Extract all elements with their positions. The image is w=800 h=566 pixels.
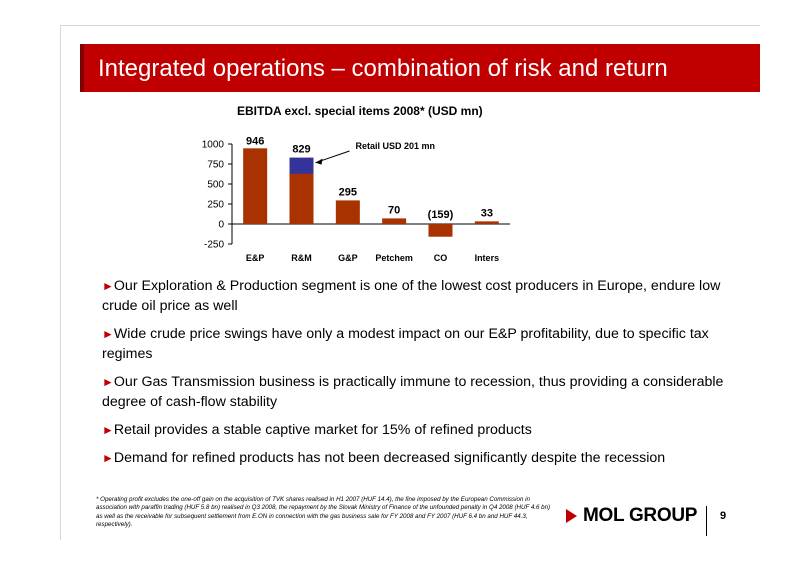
ebitda-bar-chart: 1000 750 500 250 0 -250 946 829 295 70 (159) 33 E&… [202,135,510,263]
data-label: 295 [339,186,357,198]
frame-top-line [60,25,760,26]
footnote: * Operating profit excludes the one-off … [96,496,551,529]
bullet-item: ►Our Exploration & Production segment is… [102,276,732,316]
slide-title: Integrated operations – combination of r… [98,55,668,82]
y-tick-label: 0 [218,220,224,231]
x-category-label: Inters [475,253,500,263]
bullet-arrow-icon: ► [102,423,114,437]
bar-retail-segment [289,157,314,174]
data-label: 33 [481,207,493,219]
bullet-list: ►Our Exploration & Production segment is… [102,276,732,476]
title-bar [80,44,760,92]
bullet-arrow-icon: ► [102,327,114,341]
bullet-item: ►Our Gas Transmission business is practi… [102,372,732,412]
data-label: (159) [428,209,454,221]
bullet-arrow-icon: ► [102,375,114,389]
mol-group-logo: MOL GROUP [566,505,697,527]
frame-left-line [60,25,61,540]
logo-text: MOL GROUP [583,505,698,526]
bullet-text: Our Exploration & Production segment is … [102,278,721,314]
title-accent [80,44,84,92]
bullet-item: ►Retail provides a stable captive market… [102,420,732,440]
bullet-text: Our Gas Transmission business is practic… [102,374,724,410]
bullet-text: Wide crude price swings have only a mode… [102,326,709,362]
bullet-arrow-icon: ► [102,451,114,465]
bullet-arrow-icon: ► [102,279,114,293]
logo-triangle-icon [566,509,577,523]
y-tick-label: 250 [207,200,224,211]
data-label: 946 [246,135,264,147]
y-tick-label: 500 [207,180,224,191]
x-category-label: CO [434,253,448,263]
y-tick-label: 1000 [202,140,225,151]
bullet-item: ►Demand for refined products has not bee… [102,448,732,468]
bar-co [428,224,453,237]
bullet-text: Retail provides a stable captive market … [113,422,532,438]
data-label: 70 [388,204,400,216]
annotation-label: Retail USD 201 mn [356,141,436,151]
footer-separator [706,506,707,536]
bullet-item: ►Wide crude price swings have only a mod… [102,324,732,364]
data-label: 829 [292,144,310,156]
chart-title: EBITDA excl. special items 2008* (USD mn… [237,104,483,118]
x-category-label: G&P [338,253,358,263]
annotation-arrowhead [315,158,323,165]
x-category-label: E&P [246,253,265,263]
y-tick-label: -250 [204,240,224,251]
x-category-label: Petchem [375,253,413,263]
bar-petchem [382,218,407,224]
page-number: 9 [720,510,727,522]
y-tick-label: 750 [207,160,224,171]
bar-gp [335,200,360,224]
bar-ep [243,148,268,224]
bar-inters [474,221,499,224]
x-category-label: R&M [291,253,312,263]
bullet-text: Demand for refined products has not been… [113,450,666,466]
